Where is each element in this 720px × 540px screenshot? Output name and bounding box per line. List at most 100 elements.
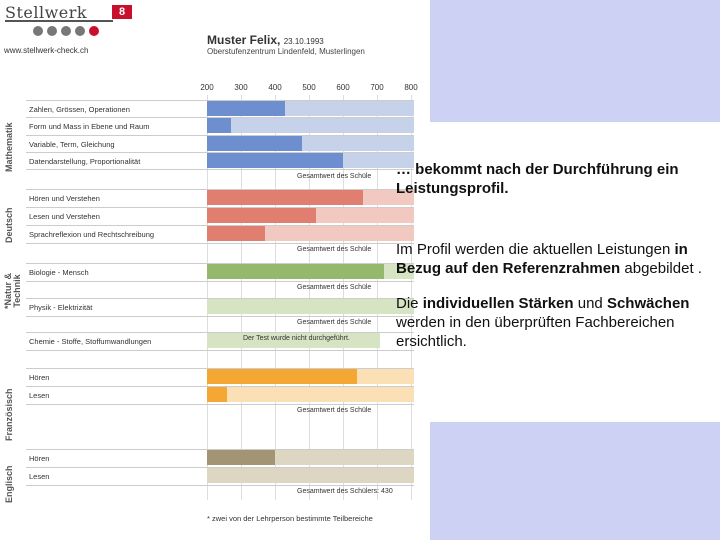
scale-tick-label: 500 — [302, 83, 316, 92]
student-name-text: Muster Felix, — [207, 33, 281, 47]
scale-tick-label: 300 — [234, 83, 248, 92]
gesamtwert-label: Gesamtwert des Schüle — [297, 407, 372, 414]
scale-gridline — [241, 95, 242, 500]
description-text: … bekommt nach der Durchführung ein Leis… — [396, 160, 716, 367]
bar-score-m4 — [207, 153, 343, 168]
paragraph-2-bold: in Bezug auf den Referenzrahmen — [396, 241, 688, 277]
separator — [26, 100, 414, 101]
separator — [26, 152, 414, 153]
gesamtwert-label: Gesamtwert des Schüle — [297, 319, 372, 326]
stellwerk-logo-number: 8 — [112, 5, 132, 19]
school-name: Oberstufenzentrum Lindenfeld, Musterling… — [207, 47, 365, 56]
separator — [26, 449, 414, 450]
bar-score-m3 — [207, 136, 303, 151]
website-url: www.stellwerk-check.ch — [4, 46, 89, 55]
separator — [26, 350, 414, 351]
subject-mathematik: Mathematik — [4, 122, 14, 172]
chemie-not-done-note: Der Test wurde nicht durchgeführt. — [243, 335, 350, 342]
scale-tick-label: 700 — [370, 83, 384, 92]
separator — [26, 467, 414, 468]
separator — [26, 281, 414, 282]
footnote: * zwei von der Lehrperson bestimmte Teil… — [207, 514, 373, 523]
separator — [26, 225, 414, 226]
separator — [26, 332, 414, 333]
subject-deutsch: Deutsch — [4, 207, 14, 243]
category-label: Chemie - Stoffe, Stoffumwandlungen — [29, 337, 152, 346]
decorative-panel-top — [430, 0, 720, 122]
stellwerk-logo-text: Stellwerk — [5, 3, 88, 22]
paragraph-3-bold: Schwächen — [606, 295, 690, 312]
paragraph-1-text: … bekommt nach der Durchführung ein Leis… — [396, 161, 679, 197]
category-label: Lesen und Verstehen — [29, 212, 100, 221]
category-label: Hören — [29, 373, 50, 382]
scale-tick-label: 800 — [404, 83, 418, 92]
category-label: Variable, Term, Gleichung — [29, 140, 115, 149]
bar-score-d2 — [207, 208, 316, 223]
chemie-not-done-bar — [207, 333, 380, 348]
paragraph-2: Im Profil werden die aktuellen Leistunge… — [396, 240, 716, 278]
bar-score-d3 — [207, 226, 265, 241]
separator — [26, 135, 414, 136]
gesamtwert-label: Gesamtwert des Schüle — [297, 173, 372, 180]
paragraph-3-part: werden in den überprüften Fachbereichen … — [396, 314, 675, 350]
scale-gridline — [207, 95, 208, 500]
subject-natur-technik: *Natur & Technik — [3, 273, 22, 310]
paragraph-3-part: Die — [396, 295, 423, 312]
bar-score-d1 — [207, 190, 364, 205]
category-label: Physik - Elektrizität — [29, 303, 93, 312]
separator — [26, 117, 414, 118]
category-label: Lesen — [29, 391, 50, 400]
separator — [26, 368, 414, 369]
separator — [26, 316, 414, 317]
category-label: Biologie - Mensch — [29, 268, 89, 277]
logo-dots-icon — [33, 26, 99, 36]
paragraph-1: … bekommt nach der Durchführung ein Leis… — [396, 160, 716, 198]
separator — [26, 207, 414, 208]
scale-gridline — [309, 95, 310, 500]
paragraph-2-part: Im Profil werden die aktuellen Leistunge… — [396, 241, 675, 258]
student-name: Muster Felix, 23.10.1993 — [207, 33, 324, 47]
category-label: Hören und Verstehen — [29, 194, 100, 203]
gesamtwert-label: Gesamtwert des Schüle — [297, 284, 372, 291]
paragraph-3-part: und — [573, 295, 607, 312]
bar-score-f2 — [207, 387, 228, 402]
separator — [26, 243, 414, 244]
subject-franzoesisch: Französisch — [4, 388, 14, 441]
scale-gridline — [377, 95, 378, 500]
decorative-panel-bottom — [430, 422, 720, 540]
paragraph-3-bold: individuellen Stärken — [422, 295, 574, 312]
bar-score-m1 — [207, 101, 286, 116]
category-label: Form und Mass in Ebene und Raum — [29, 122, 150, 131]
separator — [26, 189, 414, 190]
paragraph-2-part: abgebildet . — [620, 260, 702, 277]
subject-englisch: Englisch — [4, 465, 14, 503]
scale-gridline — [411, 95, 412, 500]
separator — [26, 404, 414, 405]
bar-score-m2 — [207, 118, 231, 133]
scale-tick-label: 600 — [336, 83, 350, 92]
separator — [26, 263, 414, 264]
paragraph-3: Die individuellen Stärken und Schwächen … — [396, 294, 716, 351]
bar-background-f2 — [207, 387, 414, 402]
student-birthdate: 23.10.1993 — [283, 37, 324, 46]
bar-background-m2 — [207, 118, 414, 133]
category-label: Zahlen, Grössen, Operationen — [29, 105, 130, 114]
category-label: Sprachreflexion und Rechtschreibung — [29, 230, 155, 239]
bar-score-f1 — [207, 369, 357, 384]
logo-underline — [5, 20, 113, 22]
bar-background-e2 — [207, 468, 414, 483]
separator — [26, 386, 414, 387]
gesamtwert-label: Gesamtwert des Schüle — [297, 246, 372, 253]
category-label: Datendarstellung, Proportionalität — [29, 157, 141, 166]
bar-background-n2 — [207, 299, 414, 314]
scale-gridline — [343, 95, 344, 500]
separator — [26, 169, 414, 170]
gesamtwert-label: Gesamtwert des Schülers: 430 — [297, 488, 393, 495]
category-label: Hören — [29, 454, 50, 463]
separator — [26, 298, 414, 299]
scale-tick-label: 400 — [268, 83, 282, 92]
category-label: Lesen — [29, 472, 50, 481]
scale-tick-label: 200 — [200, 83, 214, 92]
bar-score-e1 — [207, 450, 275, 465]
bar-score-n1 — [207, 264, 384, 279]
